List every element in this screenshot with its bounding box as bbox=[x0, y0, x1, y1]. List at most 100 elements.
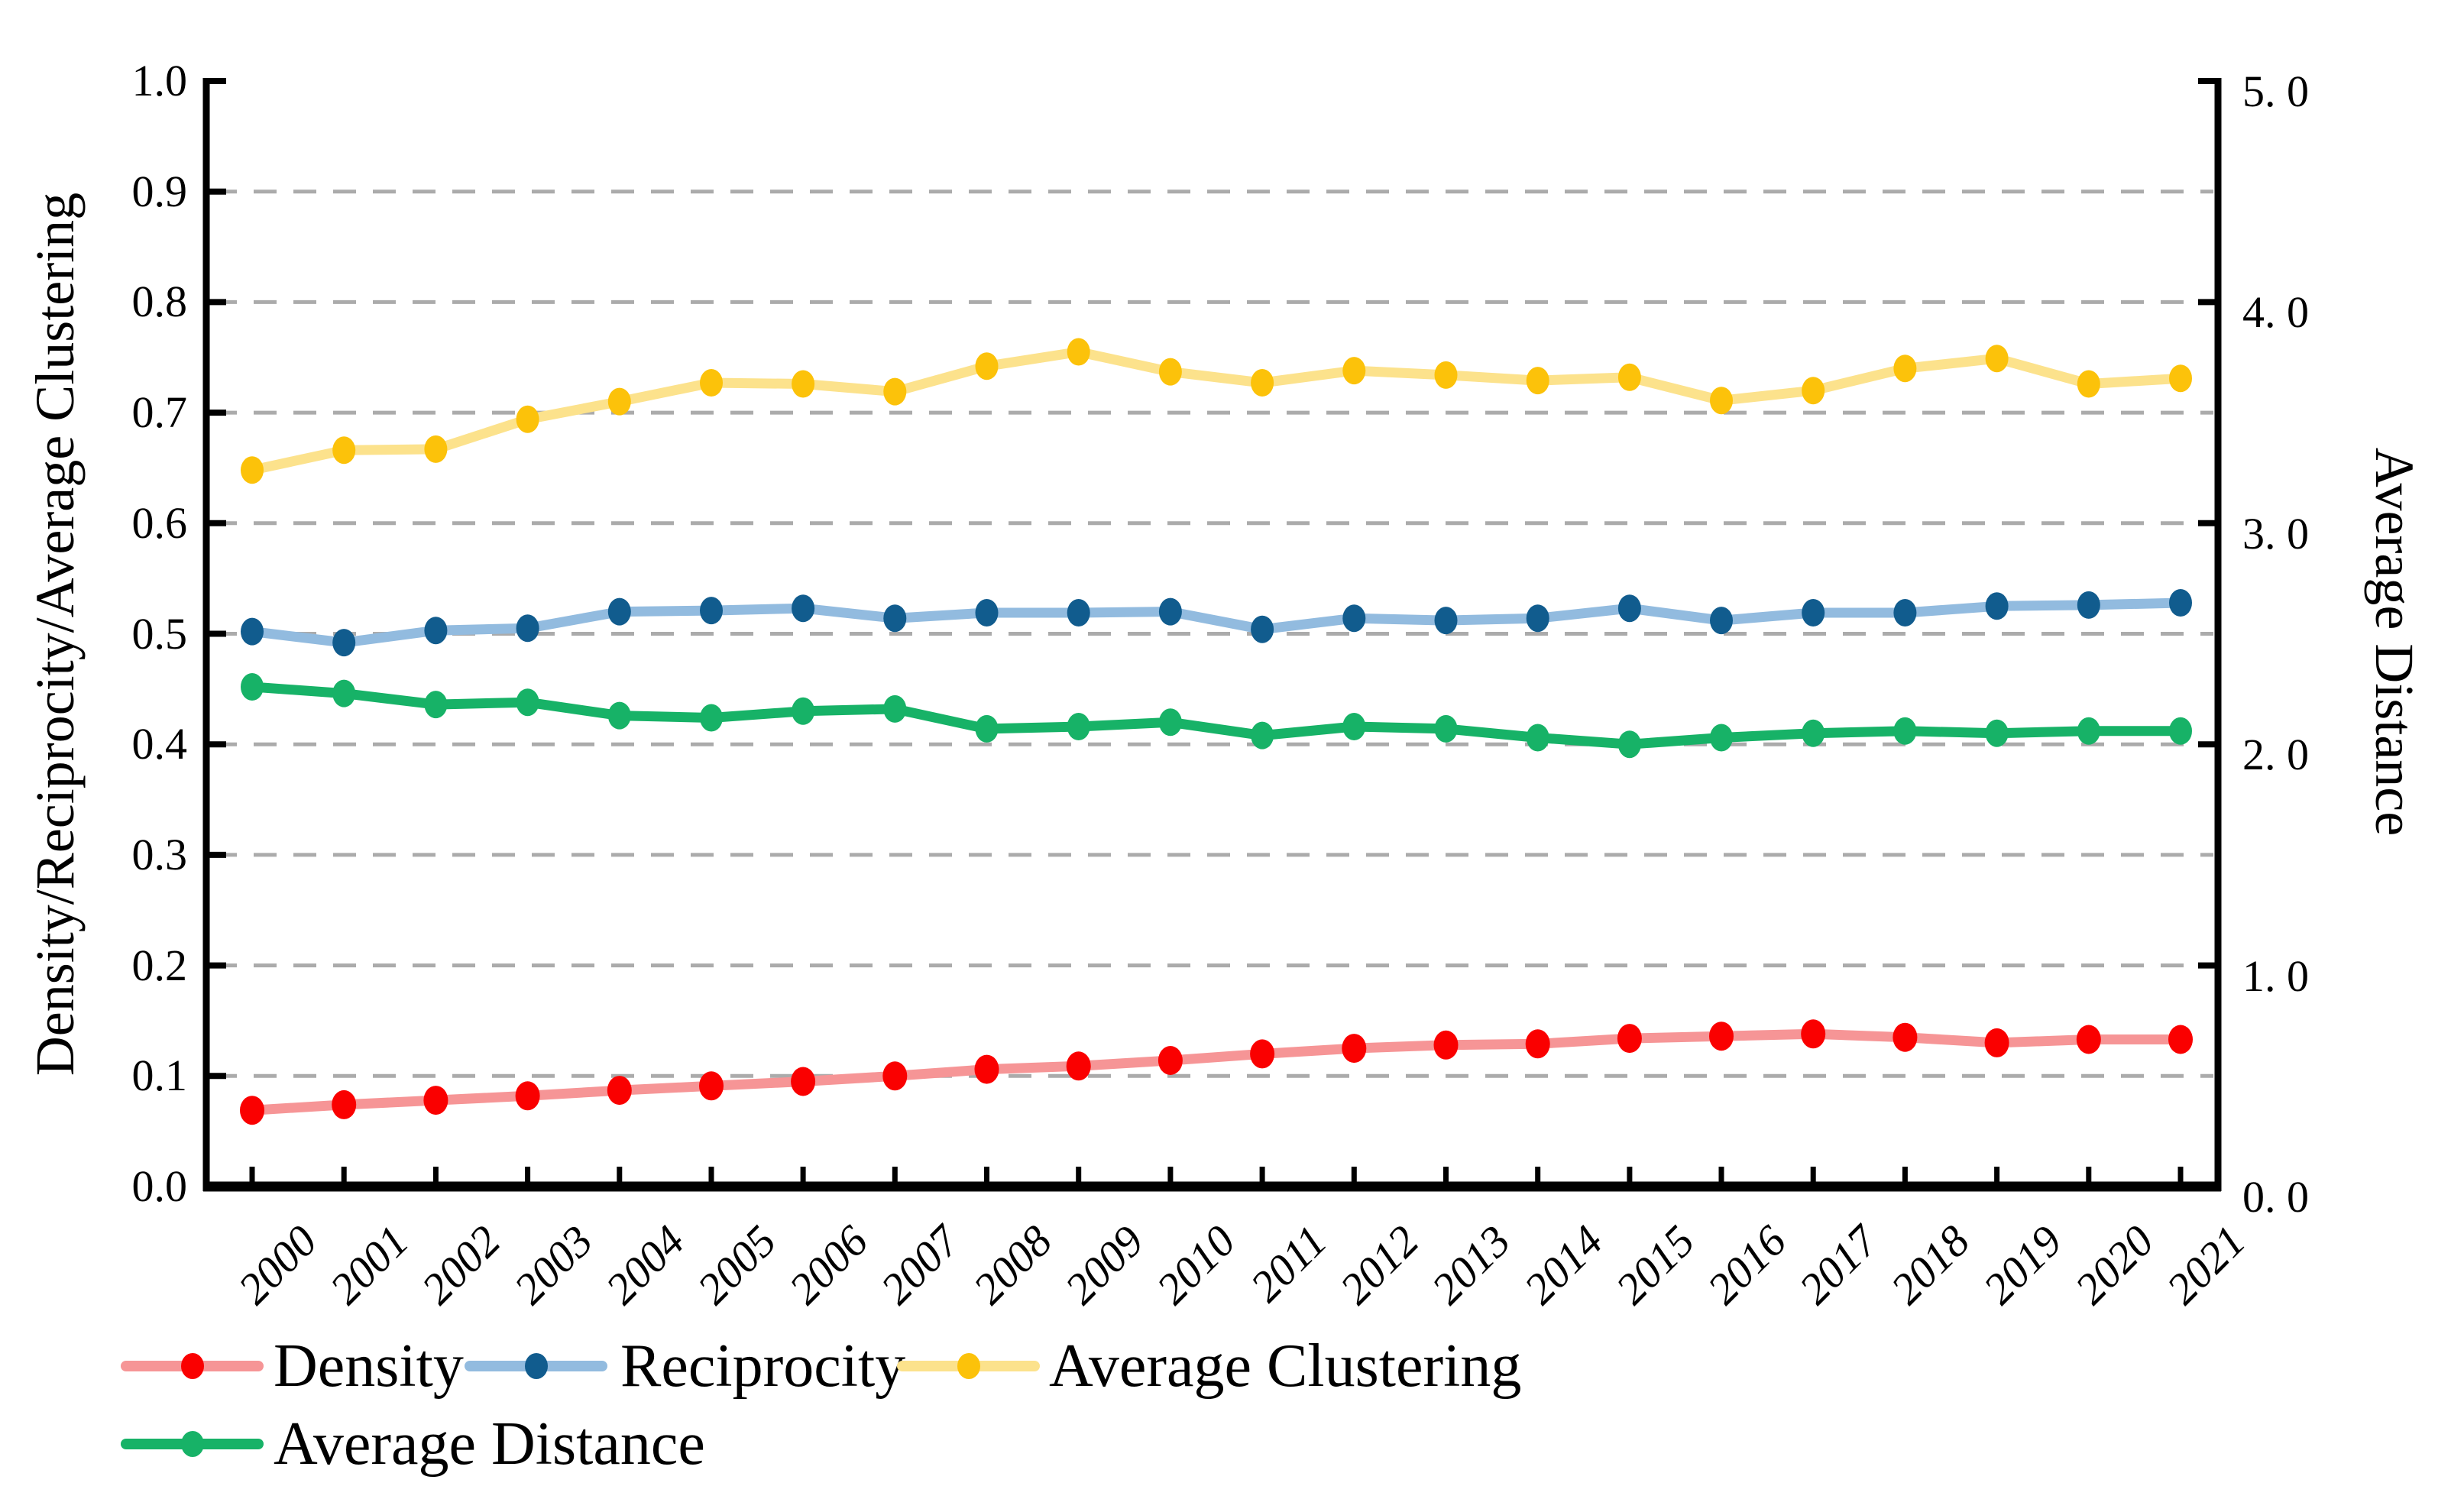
series-average-clustering-line bbox=[247, 347, 2186, 475]
series-average-clustering-point bbox=[424, 435, 448, 463]
series-density-point bbox=[423, 1086, 448, 1115]
series-average-distance-point bbox=[1434, 714, 1458, 743]
right-axis-tick-label: 0. 0 bbox=[2242, 1172, 2309, 1222]
series-reciprocity-point bbox=[975, 599, 999, 626]
series-average-clustering-point bbox=[1526, 367, 1549, 395]
legend-marker bbox=[524, 1353, 548, 1379]
left-axis-tick-label: 0.4 bbox=[131, 719, 188, 769]
series-average-clustering-point bbox=[607, 387, 631, 416]
series-average-clustering-point bbox=[1067, 338, 1090, 366]
series-average-clustering-point bbox=[1710, 387, 1733, 415]
series-reciprocity-point bbox=[332, 629, 356, 657]
series-average-clustering-point bbox=[1158, 358, 1182, 386]
series-average-clustering-point bbox=[792, 370, 815, 398]
series-average-clustering-point bbox=[1251, 369, 1274, 397]
series-density-point bbox=[607, 1076, 632, 1106]
series-average-clustering-point bbox=[1802, 377, 1825, 405]
series-average-clustering-point bbox=[1893, 355, 1917, 383]
series-average-clustering-point bbox=[2077, 370, 2100, 398]
right-axis-tick-label: 5. 0 bbox=[2242, 66, 2309, 116]
series-average-distance-point bbox=[883, 694, 907, 723]
legend-marker bbox=[180, 1431, 204, 1457]
series-average-distance-point bbox=[1067, 713, 1090, 740]
series-average-distance-point bbox=[1893, 717, 1917, 745]
series-average-clustering-point bbox=[516, 405, 539, 433]
legend-label: Average Distance bbox=[274, 1410, 705, 1478]
series-density-markers bbox=[240, 1019, 2193, 1125]
series-average-distance-point bbox=[975, 714, 999, 743]
series-average-distance-point bbox=[792, 697, 815, 725]
series-density-point bbox=[515, 1081, 540, 1111]
series-density-point bbox=[791, 1067, 816, 1096]
series-density-point bbox=[2168, 1025, 2193, 1054]
series-reciprocity-point bbox=[792, 594, 815, 623]
legend-label: Average Clustering bbox=[1049, 1332, 1522, 1400]
series-density-point bbox=[240, 1096, 264, 1125]
series-reciprocity-point bbox=[2169, 589, 2192, 617]
left-ticks bbox=[206, 78, 226, 1190]
series-density-point bbox=[1525, 1029, 1550, 1059]
series-average-distance-point bbox=[516, 688, 539, 717]
series-reciprocity-markers bbox=[241, 589, 2192, 657]
gridlines bbox=[214, 189, 2213, 1078]
series-average-clustering-markers bbox=[241, 338, 2192, 484]
right-axis-tick-label: 3. 0 bbox=[2242, 508, 2309, 559]
series-density-point bbox=[699, 1071, 724, 1101]
series-reciprocity-point bbox=[1067, 599, 1090, 626]
legend-marker bbox=[180, 1353, 204, 1379]
series-average-distance-point bbox=[1251, 721, 1274, 750]
series-average-distance-point bbox=[700, 704, 723, 732]
series-reciprocity-point bbox=[516, 614, 539, 643]
series-average-distance-line bbox=[247, 682, 2186, 750]
left-axis-tick-label: 0.8 bbox=[131, 277, 188, 327]
series-average-distance-point bbox=[1617, 730, 1641, 759]
series-density-point bbox=[1893, 1022, 1918, 1052]
series-density-point bbox=[332, 1089, 357, 1119]
left-axis-tick-label: 0.0 bbox=[131, 1161, 188, 1211]
series-reciprocity-point bbox=[1617, 594, 1641, 623]
left-axis-tick-label: 0.3 bbox=[131, 829, 188, 879]
series-reciprocity-point bbox=[700, 597, 723, 625]
series-average-distance-point bbox=[424, 691, 448, 719]
series-average-distance-point bbox=[1526, 724, 1549, 752]
legend-label: Reciprocity bbox=[620, 1332, 906, 1400]
left-axis-tick-label: 1.0 bbox=[131, 56, 188, 105]
series-reciprocity-point bbox=[607, 597, 631, 626]
series-average-clustering-point bbox=[1434, 361, 1458, 389]
series-reciprocity-point bbox=[1893, 599, 1917, 626]
left-axis-tick-label: 0.2 bbox=[131, 940, 188, 990]
series-density-point bbox=[1801, 1019, 1826, 1049]
series-reciprocity-point bbox=[1158, 597, 1182, 626]
series-average-clustering-point bbox=[2169, 364, 2192, 393]
series-average-clustering-point bbox=[1985, 345, 2009, 373]
series-reciprocity-point bbox=[1342, 604, 1366, 633]
series-density-point bbox=[2076, 1025, 2101, 1054]
series-average-distance-point bbox=[607, 701, 631, 730]
series-average-distance-point bbox=[332, 679, 356, 707]
series-density-point bbox=[1158, 1046, 1183, 1075]
series-reciprocity-point bbox=[1985, 592, 2009, 620]
right-axis-tick-label: 1. 0 bbox=[2242, 950, 2309, 1001]
series-density-point bbox=[882, 1061, 908, 1091]
left-axis-title: Density/Reciprocity/Average Clustering bbox=[24, 192, 86, 1077]
legend-label: Density bbox=[274, 1332, 464, 1400]
legend-marker bbox=[957, 1353, 980, 1379]
right-axis-title: Average Distance bbox=[2364, 447, 2425, 837]
series-reciprocity-point bbox=[1434, 607, 1458, 635]
left-axis-tick-label: 0.1 bbox=[131, 1051, 188, 1101]
series-reciprocity-point bbox=[1526, 604, 1549, 633]
series-average-distance-point bbox=[241, 673, 264, 701]
series-reciprocity-point bbox=[241, 617, 264, 646]
right-ticks bbox=[2198, 78, 2218, 1190]
series-average-distance-markers bbox=[241, 673, 2192, 759]
series-density-point bbox=[1066, 1051, 1091, 1081]
series-reciprocity-point bbox=[1251, 615, 1274, 643]
series-average-distance-point bbox=[1985, 719, 2009, 747]
series-reciprocity-point bbox=[424, 617, 448, 645]
series-average-distance-point bbox=[1342, 713, 1366, 740]
x-ticks bbox=[249, 1167, 2184, 1187]
series-average-clustering-point bbox=[1342, 357, 1366, 385]
series-reciprocity-point bbox=[1802, 599, 1825, 626]
